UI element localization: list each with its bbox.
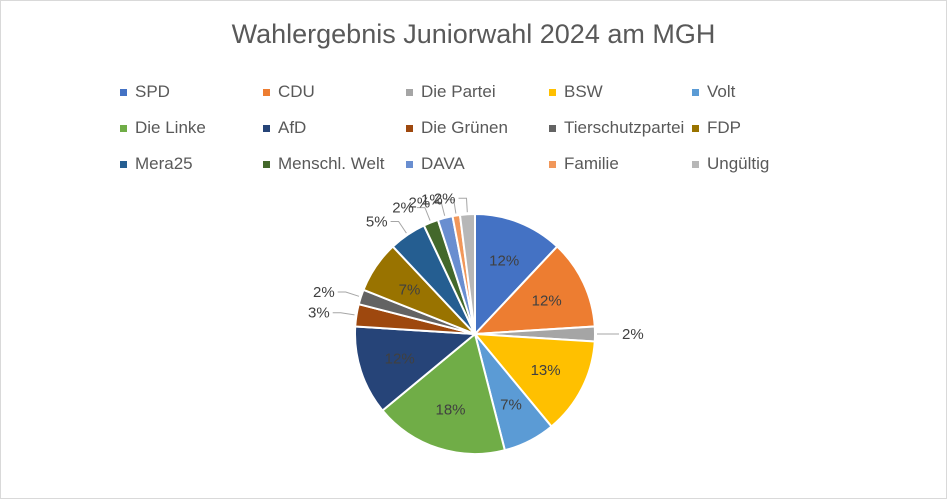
legend-label: SPD <box>135 82 170 101</box>
data-label-ungueltig: 2% <box>434 190 456 207</box>
legend-swatch <box>406 124 413 132</box>
legend: SPD CDU Die Partei BSW Volt Die Linke AfD Die G… <box>120 74 840 182</box>
legend-swatch <box>263 124 270 132</box>
legend-label: Die Partei <box>421 82 496 101</box>
pie-slice-spd <box>474 212 559 337</box>
data-label-familie: 1% <box>421 192 443 209</box>
legend-row: Mera25 Menschl. Welt DAVA Familie Ungültig <box>120 146 840 182</box>
legend-item-dava: DAVA <box>406 154 549 174</box>
legend-item-die-linke: Die Linke <box>120 118 263 138</box>
data-label-mera25: 5% <box>366 214 388 231</box>
legend-label: Die Linke <box>135 118 206 137</box>
pie-slice-die-linke <box>381 332 507 455</box>
legend-label: Tierschutzpartei <box>564 118 685 137</box>
leader-line <box>390 221 407 234</box>
legend-swatch <box>263 88 270 96</box>
legend-row: SPD CDU Die Partei BSW Volt <box>120 74 840 110</box>
data-label-tierschutzpartei: 2% <box>313 284 335 301</box>
data-label-dava: 2% <box>409 194 431 211</box>
legend-label: FDP <box>707 118 741 137</box>
legend-swatch <box>549 160 556 168</box>
legend-swatch <box>406 88 413 96</box>
legend-label: CDU <box>278 82 315 101</box>
legend-label: AfD <box>278 118 307 137</box>
pie-slice-bsw <box>472 332 596 428</box>
pie-slice-ungueltig <box>458 212 476 335</box>
data-label-volt: 7% <box>500 397 522 414</box>
legend-row: Die Linke AfD Die Grünen Tierschutzpartei FD… <box>120 110 840 146</box>
data-label-spd: 12% <box>489 252 519 269</box>
leader-line <box>416 207 431 221</box>
legend-swatch <box>120 124 127 132</box>
chart-title: Wahlergebnis Juniorwahl 2024 am MGH <box>231 19 716 49</box>
pie-slice-afd <box>354 325 478 412</box>
legend-swatch <box>692 124 699 132</box>
legend-swatch <box>692 88 699 96</box>
leader-line <box>445 199 457 214</box>
legend-item-afd: AfD <box>263 118 406 138</box>
legend-item-tierschutzpartei: Tierschutzpartei <box>549 118 692 138</box>
legend-label: Volt <box>707 82 736 101</box>
data-label-cdu: 12% <box>532 292 562 309</box>
data-label-afd: 12% <box>385 351 415 368</box>
legend-item-menschl-welt: Menschl. Welt <box>263 154 406 174</box>
legend-label: Die Grünen <box>421 118 508 137</box>
leader-line <box>337 291 360 297</box>
data-label-menschl-welt: 2% <box>392 200 414 217</box>
leader-line <box>332 312 355 316</box>
legend-swatch <box>120 88 127 96</box>
legend-label: Familie <box>564 154 619 173</box>
legend-item-spd: SPD <box>120 82 263 102</box>
legend-swatch <box>692 160 699 168</box>
data-label-fdp: 7% <box>399 282 421 299</box>
legend-swatch <box>549 88 556 96</box>
legend-swatch <box>120 160 127 168</box>
leader-line <box>458 197 468 213</box>
legend-swatch <box>406 160 413 168</box>
legend-swatch <box>549 124 556 132</box>
legend-item-ungueltig: Ungültig <box>692 154 835 174</box>
legend-label: Menschl. Welt <box>278 154 385 173</box>
legend-label: Mera25 <box>135 154 193 173</box>
legend-swatch <box>263 160 270 168</box>
legend-item-bsw: BSW <box>549 82 692 102</box>
data-label-die-gruenen: 3% <box>308 305 330 322</box>
pie-slice-cdu <box>472 245 596 336</box>
legend-item-die-partei: Die Partei <box>406 82 549 102</box>
data-label-die-partei: 2% <box>622 326 644 343</box>
legend-item-cdu: CDU <box>263 82 406 102</box>
leader-line <box>433 201 446 216</box>
legend-item-fdp: FDP <box>692 118 835 138</box>
data-label-die-linke: 18% <box>435 401 465 418</box>
legend-label: BSW <box>564 82 603 101</box>
legend-label: DAVA <box>421 154 465 173</box>
legend-item-mera25: Mera25 <box>120 154 263 174</box>
legend-item-familie: Familie <box>549 154 692 174</box>
legend-item-volt: Volt <box>692 82 835 102</box>
legend-label: Ungültig <box>707 154 770 173</box>
data-label-bsw: 13% <box>531 362 561 379</box>
legend-item-die-gruenen: Die Grünen <box>406 118 549 138</box>
